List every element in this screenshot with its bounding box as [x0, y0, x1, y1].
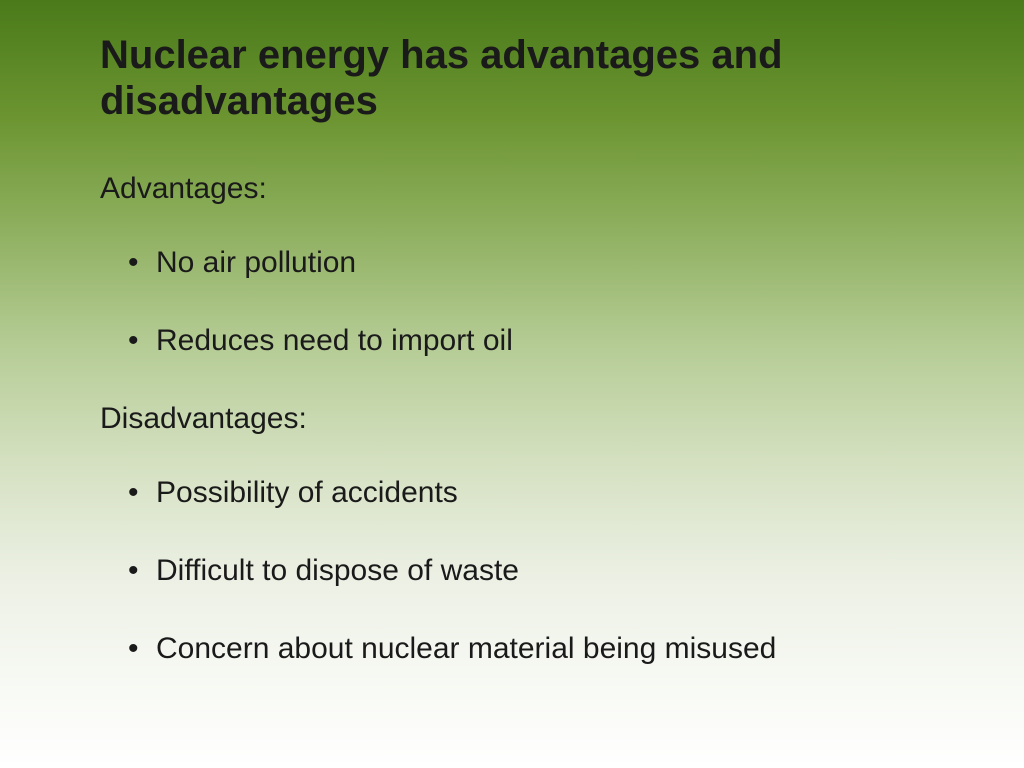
- list-item: Concern about nuclear material being mis…: [128, 632, 924, 666]
- list-item: Possibility of accidents: [128, 476, 924, 510]
- advantages-section: Advantages: No air pollution Reduces nee…: [100, 172, 924, 358]
- advantages-list: No air pollution Reduces need to import …: [100, 246, 924, 358]
- disadvantages-section: Disadvantages: Possibility of accidents …: [100, 402, 924, 666]
- list-item: Reduces need to import oil: [128, 324, 924, 358]
- list-item: No air pollution: [128, 246, 924, 280]
- disadvantages-label: Disadvantages:: [100, 402, 924, 436]
- advantages-label: Advantages:: [100, 172, 924, 206]
- disadvantages-list: Possibility of accidents Difficult to di…: [100, 476, 924, 666]
- list-item: Difficult to dispose of waste: [128, 554, 924, 588]
- slide-title: Nuclear energy has advantages and disadv…: [100, 32, 924, 124]
- slide-container: Nuclear energy has advantages and disadv…: [0, 0, 1024, 666]
